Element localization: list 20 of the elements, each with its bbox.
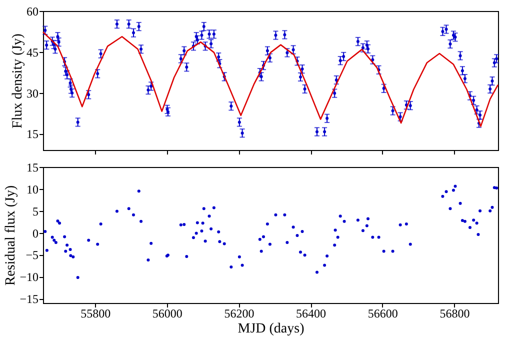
y-tick-label: −15	[20, 292, 38, 306]
y-tick-label: −10	[20, 270, 38, 284]
x-axis-title: MJD (days)	[238, 322, 305, 336]
x-tick-label: 55800	[80, 306, 111, 320]
x-tick-label: 56400	[296, 306, 326, 320]
y-tick-label: 45	[26, 45, 38, 60]
y-tick-label: 60	[26, 4, 38, 18]
y-tick-label: 10	[26, 182, 38, 196]
y-tick-label: 15	[26, 127, 38, 142]
x-tick-label: 56200	[224, 306, 254, 320]
y-tick-label: 30	[26, 86, 38, 100]
x-tick-label: 56800	[440, 306, 470, 320]
y-tick-label: 5	[32, 204, 38, 218]
x-tick-label: 56000	[152, 306, 182, 320]
y-tick-label: −5	[26, 248, 38, 262]
y-axis-title: Residual flux (Jy)	[4, 185, 19, 286]
y-tick-label: 0	[32, 226, 38, 240]
x-tick-label: 56600	[368, 306, 398, 320]
y-tick-label: 15	[26, 160, 38, 174]
y-axis-title: Flux density (Jy)	[10, 33, 26, 128]
